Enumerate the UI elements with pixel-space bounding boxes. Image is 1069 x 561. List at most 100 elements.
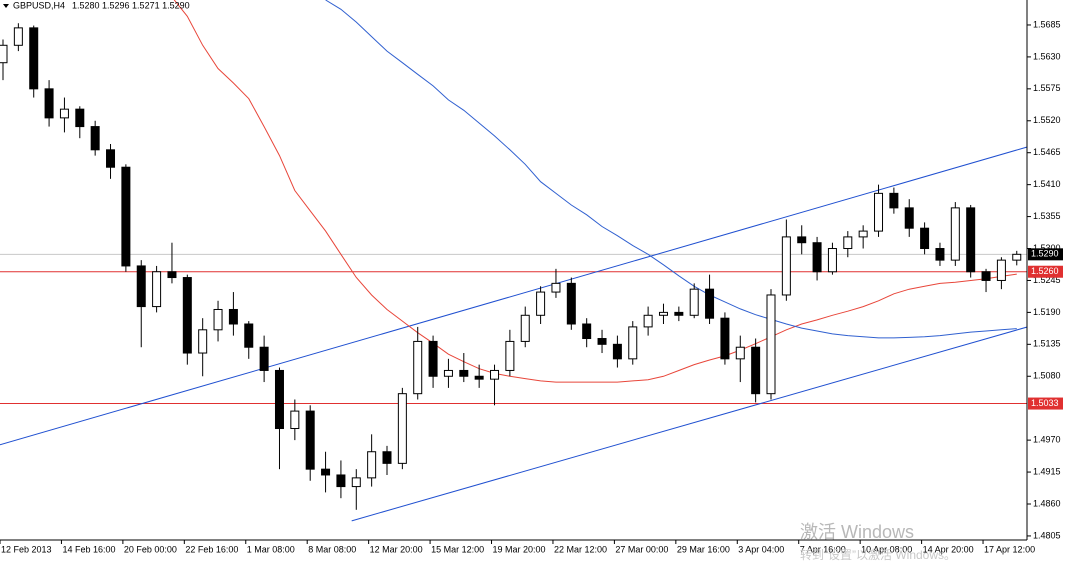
candle-body bbox=[351, 477, 361, 488]
candle-body bbox=[443, 369, 453, 377]
candle-body bbox=[321, 468, 331, 476]
x-tick-label: 12 Feb 2013 bbox=[1, 544, 52, 554]
candle-body bbox=[13, 27, 23, 46]
candle-body bbox=[735, 346, 745, 360]
x-tick-label: 12 Mar 20:00 bbox=[370, 544, 423, 554]
x-tick-label: 27 Mar 00:00 bbox=[615, 544, 668, 554]
x-tick-label: 22 Mar 12:00 bbox=[554, 544, 607, 554]
candle-body bbox=[812, 242, 822, 273]
x-tick-label: 20 Feb 00:00 bbox=[124, 544, 177, 554]
candle-body bbox=[490, 369, 500, 380]
candle-body bbox=[382, 451, 392, 464]
trend-line bbox=[351, 326, 1027, 522]
price-label: 1.5260 bbox=[1031, 266, 1059, 276]
price-label-box bbox=[1028, 265, 1063, 278]
y-tick-label: 1.5190 bbox=[1033, 307, 1061, 317]
candle-body bbox=[551, 282, 561, 293]
candle-body bbox=[0, 44, 8, 64]
y-tick-label: 1.5135 bbox=[1033, 339, 1061, 349]
y-tick-label: 1.4805 bbox=[1033, 530, 1061, 540]
candle-body bbox=[981, 271, 991, 281]
candle-body bbox=[29, 27, 39, 90]
candle-body bbox=[44, 88, 54, 119]
y-tick-label: 1.5685 bbox=[1033, 19, 1061, 29]
candle-body bbox=[274, 369, 284, 430]
price-label-box bbox=[1028, 248, 1063, 261]
trend-line bbox=[0, 146, 1027, 446]
y-tick-label: 1.5630 bbox=[1033, 51, 1061, 61]
candle-body bbox=[259, 346, 269, 371]
candle-body bbox=[90, 126, 100, 151]
candle-body bbox=[689, 288, 699, 316]
y-tick-label: 1.5300 bbox=[1033, 243, 1061, 253]
y-tick-label: 1.5355 bbox=[1033, 211, 1061, 221]
price-label: 1.5290 bbox=[1031, 249, 1059, 259]
candle-body bbox=[643, 314, 653, 328]
y-tick-label: 1.5245 bbox=[1033, 275, 1061, 285]
x-tick-label: 3 Apr 04:00 bbox=[738, 544, 784, 554]
x-tick-label: 8 Mar 08:00 bbox=[308, 544, 356, 554]
candle-body bbox=[720, 317, 730, 360]
quote: 1.5280 1.5296 1.5271 1.5290 bbox=[72, 0, 190, 10]
candle-body bbox=[935, 248, 945, 261]
moving-average bbox=[325, 0, 1017, 339]
candle-body bbox=[520, 314, 530, 342]
candle-body bbox=[597, 338, 607, 345]
candle-body bbox=[152, 271, 162, 308]
y-tick-label: 1.4970 bbox=[1033, 435, 1061, 445]
candle-body bbox=[474, 375, 484, 380]
x-tick-label: 14 Feb 16:00 bbox=[62, 544, 115, 554]
candle-body bbox=[198, 329, 208, 354]
moving-average bbox=[173, 0, 1017, 383]
candle-body bbox=[228, 308, 238, 325]
y-tick-label: 1.5575 bbox=[1033, 83, 1061, 93]
candle-body bbox=[336, 474, 346, 488]
candle-body bbox=[213, 308, 223, 331]
candle-body bbox=[781, 236, 791, 296]
x-tick-label: 10 Apr 08:00 bbox=[861, 544, 912, 554]
candle-body bbox=[367, 451, 377, 479]
candle-body bbox=[904, 207, 914, 229]
x-tick-label: 1 Mar 08:00 bbox=[247, 544, 295, 554]
x-tick-label: 19 Mar 20:00 bbox=[493, 544, 546, 554]
candle-body bbox=[889, 192, 899, 209]
candle-body bbox=[75, 108, 85, 128]
y-tick-label: 1.4860 bbox=[1033, 498, 1061, 508]
candle-body bbox=[766, 294, 776, 395]
candle-body bbox=[566, 282, 576, 325]
candle-body bbox=[106, 149, 116, 168]
candle-body bbox=[582, 323, 592, 340]
y-tick-label: 1.5410 bbox=[1033, 179, 1061, 189]
candle-body bbox=[966, 207, 976, 273]
candle-body bbox=[182, 277, 192, 354]
watermark: 转到“设置”以激活 Windows。 bbox=[800, 547, 956, 561]
candle-body bbox=[920, 227, 930, 250]
candle-body bbox=[413, 340, 423, 395]
candle-body bbox=[674, 311, 684, 316]
candle-body bbox=[628, 326, 638, 360]
candle-body bbox=[536, 291, 546, 316]
candle-body bbox=[290, 410, 300, 430]
menu-arrow[interactable] bbox=[3, 4, 9, 8]
candle-body bbox=[858, 230, 868, 238]
candle-body bbox=[59, 108, 69, 119]
price-label-box bbox=[1028, 397, 1063, 410]
y-tick-label: 1.5520 bbox=[1033, 115, 1061, 125]
price-label: 1.5033 bbox=[1031, 398, 1059, 408]
candle-body bbox=[996, 259, 1006, 281]
candle-body bbox=[751, 346, 761, 395]
x-tick-label: 29 Mar 16:00 bbox=[677, 544, 730, 554]
x-tick-label: 17 Apr 12:00 bbox=[984, 544, 1035, 554]
candle-body bbox=[705, 288, 715, 319]
candle-body bbox=[950, 207, 960, 261]
candle-body bbox=[843, 236, 853, 250]
y-tick-label: 1.5080 bbox=[1033, 371, 1061, 381]
candle-body bbox=[121, 166, 131, 267]
candle-body bbox=[827, 248, 837, 273]
symbol: GBPUSD,H4 bbox=[13, 0, 65, 10]
y-tick-label: 1.4915 bbox=[1033, 466, 1061, 476]
x-tick-label: 7 Apr 16:00 bbox=[800, 544, 846, 554]
